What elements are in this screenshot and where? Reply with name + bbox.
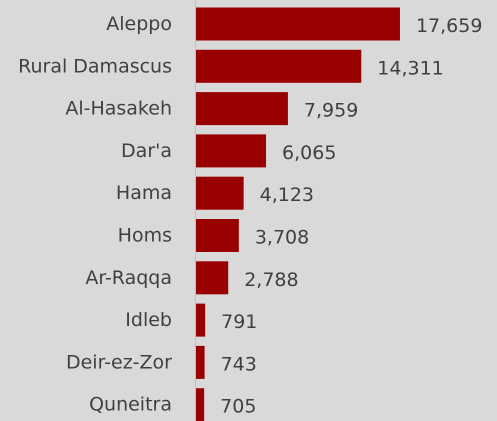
- bar: [196, 49, 362, 83]
- category-label: Deir-ez-Zor: [66, 351, 172, 373]
- category-label: Homs: [118, 225, 172, 247]
- value-label: 3,708: [255, 227, 309, 249]
- value-label: 14,311: [377, 57, 443, 79]
- value-label: 743: [221, 353, 257, 375]
- value-label: 6,065: [282, 142, 336, 164]
- bar: [196, 92, 288, 126]
- value-label: 17,659: [416, 15, 482, 37]
- category-label: Al-Hasakeh: [65, 98, 172, 120]
- category-label: Dar'a: [121, 140, 172, 162]
- category-label: Idleb: [125, 309, 172, 331]
- bar: [196, 261, 229, 295]
- category-label: Quneitra: [89, 394, 172, 416]
- value-label: 4,123: [260, 184, 314, 206]
- category-label: Rural Damascus: [18, 55, 172, 77]
- bar: [196, 388, 205, 421]
- bar: [196, 7, 400, 41]
- bar: [196, 345, 205, 379]
- category-label: Aleppo: [106, 13, 172, 35]
- bar: [196, 134, 267, 168]
- value-label: 2,788: [244, 269, 298, 291]
- value-label: 7,959: [304, 100, 358, 122]
- category-label: Hama: [116, 182, 172, 204]
- value-label: 791: [221, 311, 257, 333]
- bar: [196, 219, 239, 252]
- bar: [196, 303, 206, 337]
- value-label: 705: [220, 396, 256, 418]
- bar: [196, 176, 244, 210]
- category-label: Ar-Raqqa: [85, 267, 172, 289]
